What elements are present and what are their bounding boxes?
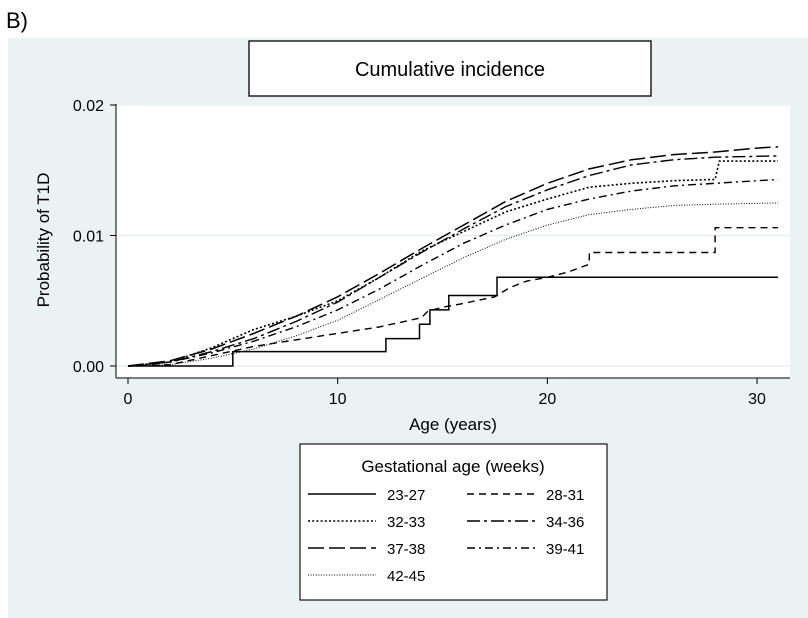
plot-area bbox=[116, 104, 790, 378]
legend-label-23-27: 23-27 bbox=[387, 487, 425, 504]
x-tick-label: 10 bbox=[329, 391, 347, 408]
x-tick-label: 20 bbox=[538, 391, 556, 408]
series-lines bbox=[127, 146, 779, 367]
chart-title: Cumulative incidence bbox=[355, 59, 545, 81]
panel-label: B) bbox=[6, 8, 28, 33]
series-line-39-41 bbox=[127, 178, 779, 367]
series-line-42-45 bbox=[127, 202, 779, 367]
x-tick-label: 30 bbox=[748, 391, 766, 408]
series-line-23-27 bbox=[128, 276, 778, 367]
y-tick-label: 0.01 bbox=[73, 229, 104, 246]
legend-label-37-38: 37-38 bbox=[387, 541, 425, 558]
x-axis-label: Age (years) bbox=[409, 415, 497, 434]
title-box bbox=[248, 40, 652, 97]
legend: 23-27 28-31 32-33 34-36 37-38 39-41 42-45 bbox=[308, 487, 584, 585]
x-tick-label: 0 bbox=[124, 391, 133, 408]
series-line-37-38 bbox=[127, 146, 779, 367]
legend-label-42-45: 42-45 bbox=[387, 568, 425, 585]
legend-title: Gestational age (weeks) bbox=[361, 457, 544, 476]
y-axis-ticks: 0.00 0.01 0.02 bbox=[73, 98, 116, 376]
series-line-28-31 bbox=[127, 226, 778, 367]
x-axis-ticks: 0 10 20 30 bbox=[124, 378, 766, 408]
y-tick-label: 0.02 bbox=[73, 98, 104, 115]
legend-label-39-41: 39-41 bbox=[546, 541, 584, 558]
legend-label-34-36: 34-36 bbox=[546, 514, 584, 531]
series-line-32-33 bbox=[127, 160, 778, 367]
y-tick-label: 0.00 bbox=[73, 359, 104, 376]
legend-box bbox=[299, 443, 608, 601]
series-line-34-36 bbox=[127, 155, 779, 367]
legend-label-32-33: 32-33 bbox=[387, 514, 425, 531]
y-axis-label: Probability of T1D bbox=[34, 173, 53, 308]
legend-label-28-31: 28-31 bbox=[546, 487, 584, 504]
